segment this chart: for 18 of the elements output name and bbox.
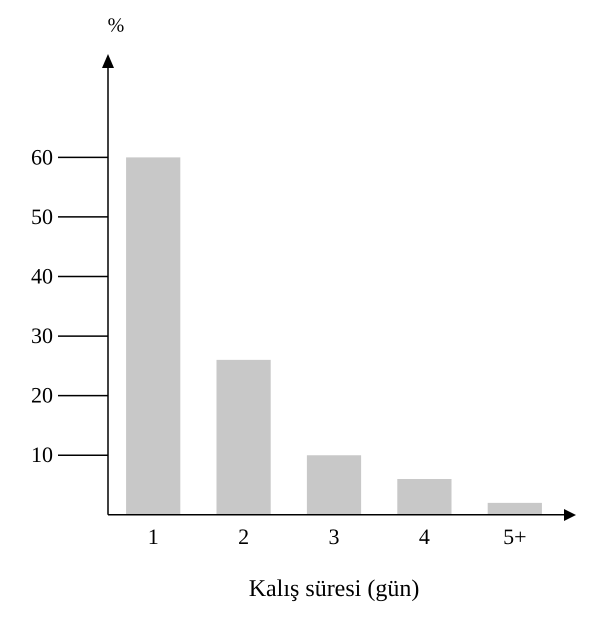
y-tick-label: 40 [31, 264, 53, 289]
bar [306, 455, 362, 515]
y-tick-label: 10 [31, 442, 53, 468]
y-tick-label: 30 [31, 323, 53, 348]
bar [126, 157, 180, 515]
x-axis-title: Kalış süresi (gün) [248, 576, 420, 602]
y-tick-label: 20 [31, 382, 53, 408]
x-tick-label: 5+ [503, 524, 527, 549]
y-tick-label: 60 [31, 144, 53, 170]
y-tick-label: 50 [31, 204, 53, 229]
bar [216, 360, 271, 515]
bar [488, 502, 542, 515]
x-tick-label: 1 [148, 524, 159, 549]
x-tick-label: 3 [328, 524, 340, 549]
bar [397, 479, 452, 515]
x-tick-label: 4 [418, 524, 430, 549]
y-axis-title: % [108, 14, 124, 36]
x-tick-label: 2 [238, 524, 250, 549]
